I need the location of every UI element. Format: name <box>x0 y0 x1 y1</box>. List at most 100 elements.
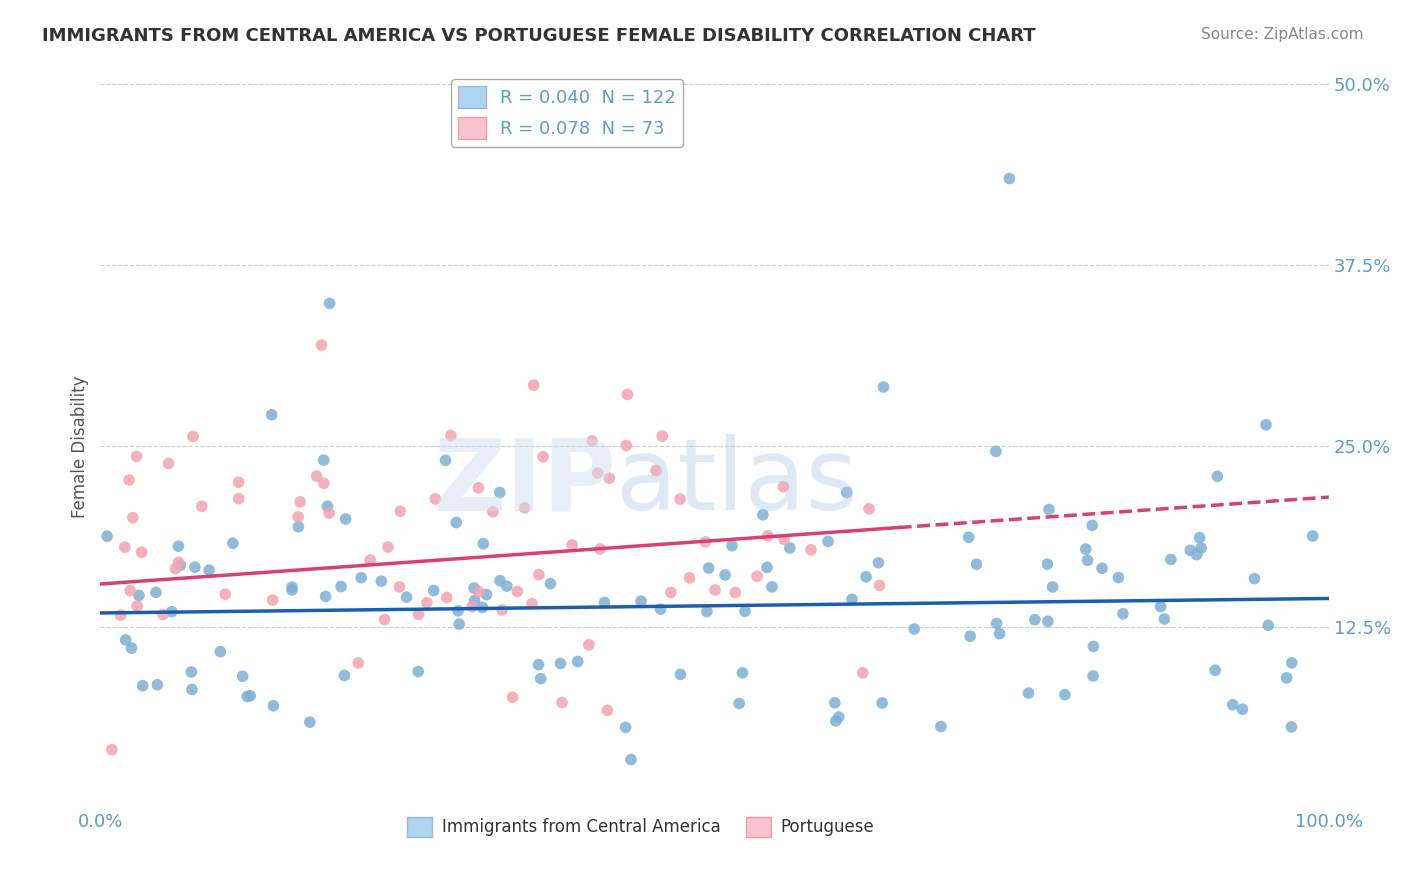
Point <box>520 597 543 611</box>
Point <box>110 608 132 623</box>
Point <box>157 457 180 471</box>
Point <box>446 516 468 530</box>
Point <box>416 596 439 610</box>
Point <box>287 519 309 533</box>
Point <box>472 536 495 550</box>
Point <box>966 558 988 572</box>
Point <box>222 536 245 550</box>
Point <box>645 464 668 478</box>
Point <box>1077 553 1099 567</box>
Point <box>506 584 529 599</box>
Point <box>101 742 124 756</box>
Point <box>165 562 187 576</box>
Point <box>131 545 153 559</box>
Point <box>502 690 524 705</box>
Point <box>180 665 202 679</box>
Point <box>695 535 717 549</box>
Point <box>1232 702 1254 716</box>
Point <box>659 585 682 599</box>
Point <box>1053 688 1076 702</box>
Point <box>467 481 489 495</box>
Point <box>1017 686 1039 700</box>
Point <box>495 579 517 593</box>
Point <box>731 665 754 680</box>
Point <box>463 581 485 595</box>
Point <box>408 607 430 622</box>
Point <box>347 656 370 670</box>
Point <box>118 473 141 487</box>
Point <box>236 690 259 704</box>
Point <box>773 533 796 547</box>
Point <box>697 561 720 575</box>
Point <box>598 471 620 485</box>
Point <box>530 672 553 686</box>
Point <box>128 589 150 603</box>
Point <box>650 602 672 616</box>
Point <box>988 626 1011 640</box>
Point <box>152 607 174 622</box>
Point <box>1281 656 1303 670</box>
Point <box>125 450 148 464</box>
Text: ZIP: ZIP <box>433 434 616 531</box>
Point <box>704 583 727 598</box>
Point <box>160 605 183 619</box>
Point <box>305 469 328 483</box>
Point <box>824 714 846 728</box>
Point <box>1112 607 1135 621</box>
Point <box>468 584 491 599</box>
Point <box>370 574 392 589</box>
Point <box>395 590 418 604</box>
Point <box>550 657 572 671</box>
Point <box>761 580 783 594</box>
Point <box>855 570 877 584</box>
Point <box>114 632 136 647</box>
Point <box>998 171 1021 186</box>
Point <box>728 697 751 711</box>
Point <box>589 541 612 556</box>
Point <box>482 505 505 519</box>
Point <box>835 485 858 500</box>
Point <box>957 530 980 544</box>
Point <box>436 591 458 605</box>
Point <box>169 558 191 573</box>
Point <box>389 504 412 518</box>
Point <box>1206 469 1229 483</box>
Point <box>214 587 236 601</box>
Point <box>869 578 891 592</box>
Point <box>756 529 779 543</box>
Point <box>872 380 894 394</box>
Point <box>260 408 283 422</box>
Point <box>491 603 513 617</box>
Point <box>1153 612 1175 626</box>
Point <box>406 665 429 679</box>
Point <box>593 595 616 609</box>
Point <box>198 563 221 577</box>
Point <box>298 715 321 730</box>
Point <box>1275 671 1298 685</box>
Point <box>1083 640 1105 654</box>
Point <box>747 569 769 583</box>
Point <box>513 500 536 515</box>
Point <box>335 512 357 526</box>
Point <box>581 434 603 448</box>
Point <box>228 475 250 490</box>
Y-axis label: Female Disability: Female Disability <box>72 376 89 517</box>
Point <box>817 534 839 549</box>
Point <box>800 542 823 557</box>
Point <box>131 679 153 693</box>
Point <box>752 508 775 522</box>
Point <box>669 667 692 681</box>
Point <box>903 622 925 636</box>
Point <box>114 541 136 555</box>
Point <box>734 604 756 618</box>
Point <box>651 429 673 443</box>
Point <box>120 583 142 598</box>
Point <box>333 668 356 682</box>
Point <box>228 491 250 506</box>
Legend: Immigrants from Central America, Portuguese: Immigrants from Central America, Portugu… <box>401 810 882 844</box>
Point <box>318 296 340 310</box>
Point <box>1091 561 1114 575</box>
Text: atlas: atlas <box>616 434 858 531</box>
Point <box>489 574 512 588</box>
Point <box>578 638 600 652</box>
